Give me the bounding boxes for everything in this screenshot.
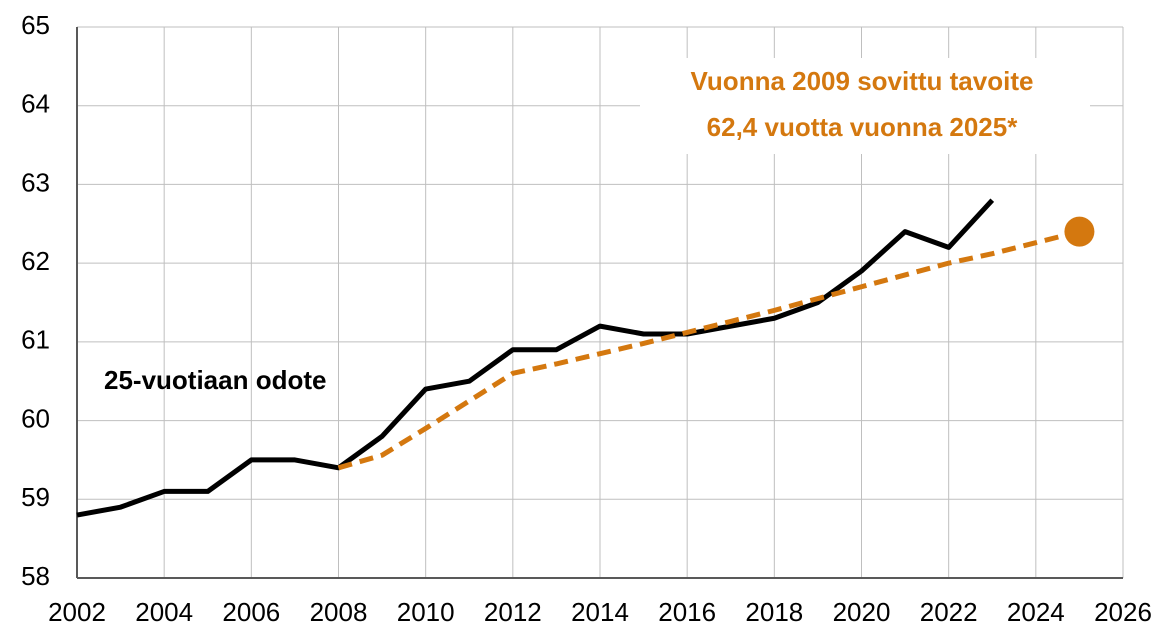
y-tick-label: 63 <box>21 167 50 197</box>
y-tick-label: 61 <box>21 325 50 355</box>
y-tick-label: 59 <box>21 482 50 512</box>
y-tick-label: 60 <box>21 403 50 433</box>
x-tick-label: 2022 <box>920 597 978 627</box>
x-tick-label: 2026 <box>1094 597 1152 627</box>
x-tick-label: 2010 <box>397 597 455 627</box>
x-tick-label: 2016 <box>658 597 716 627</box>
x-tick-label: 2006 <box>222 597 280 627</box>
x-tick-label: 2018 <box>745 597 803 627</box>
series-line <box>337 229 1081 471</box>
x-tick-label: 2012 <box>484 597 542 627</box>
x-tick-label: 2020 <box>833 597 891 627</box>
x-tick-label: 2014 <box>571 597 629 627</box>
series-line <box>76 198 995 518</box>
x-tick-label: 2004 <box>135 597 193 627</box>
annotation: 25-vuotiaan odote <box>104 365 326 395</box>
annotation-background <box>640 58 1090 154</box>
annotation: 62,4 vuotta vuonna 2025* <box>707 112 1019 142</box>
x-tick-label: 2002 <box>48 597 106 627</box>
y-tick-label: 58 <box>21 561 50 591</box>
annotation: Vuonna 2009 sovittu tavoite <box>691 66 1034 96</box>
x-tick-label: 2024 <box>1007 597 1065 627</box>
y-tick-label: 65 <box>21 10 50 40</box>
y-tick-label: 64 <box>21 89 50 119</box>
target-point <box>1064 216 1095 247</box>
y-tick-label: 62 <box>21 246 50 276</box>
x-tick-label: 2008 <box>310 597 368 627</box>
